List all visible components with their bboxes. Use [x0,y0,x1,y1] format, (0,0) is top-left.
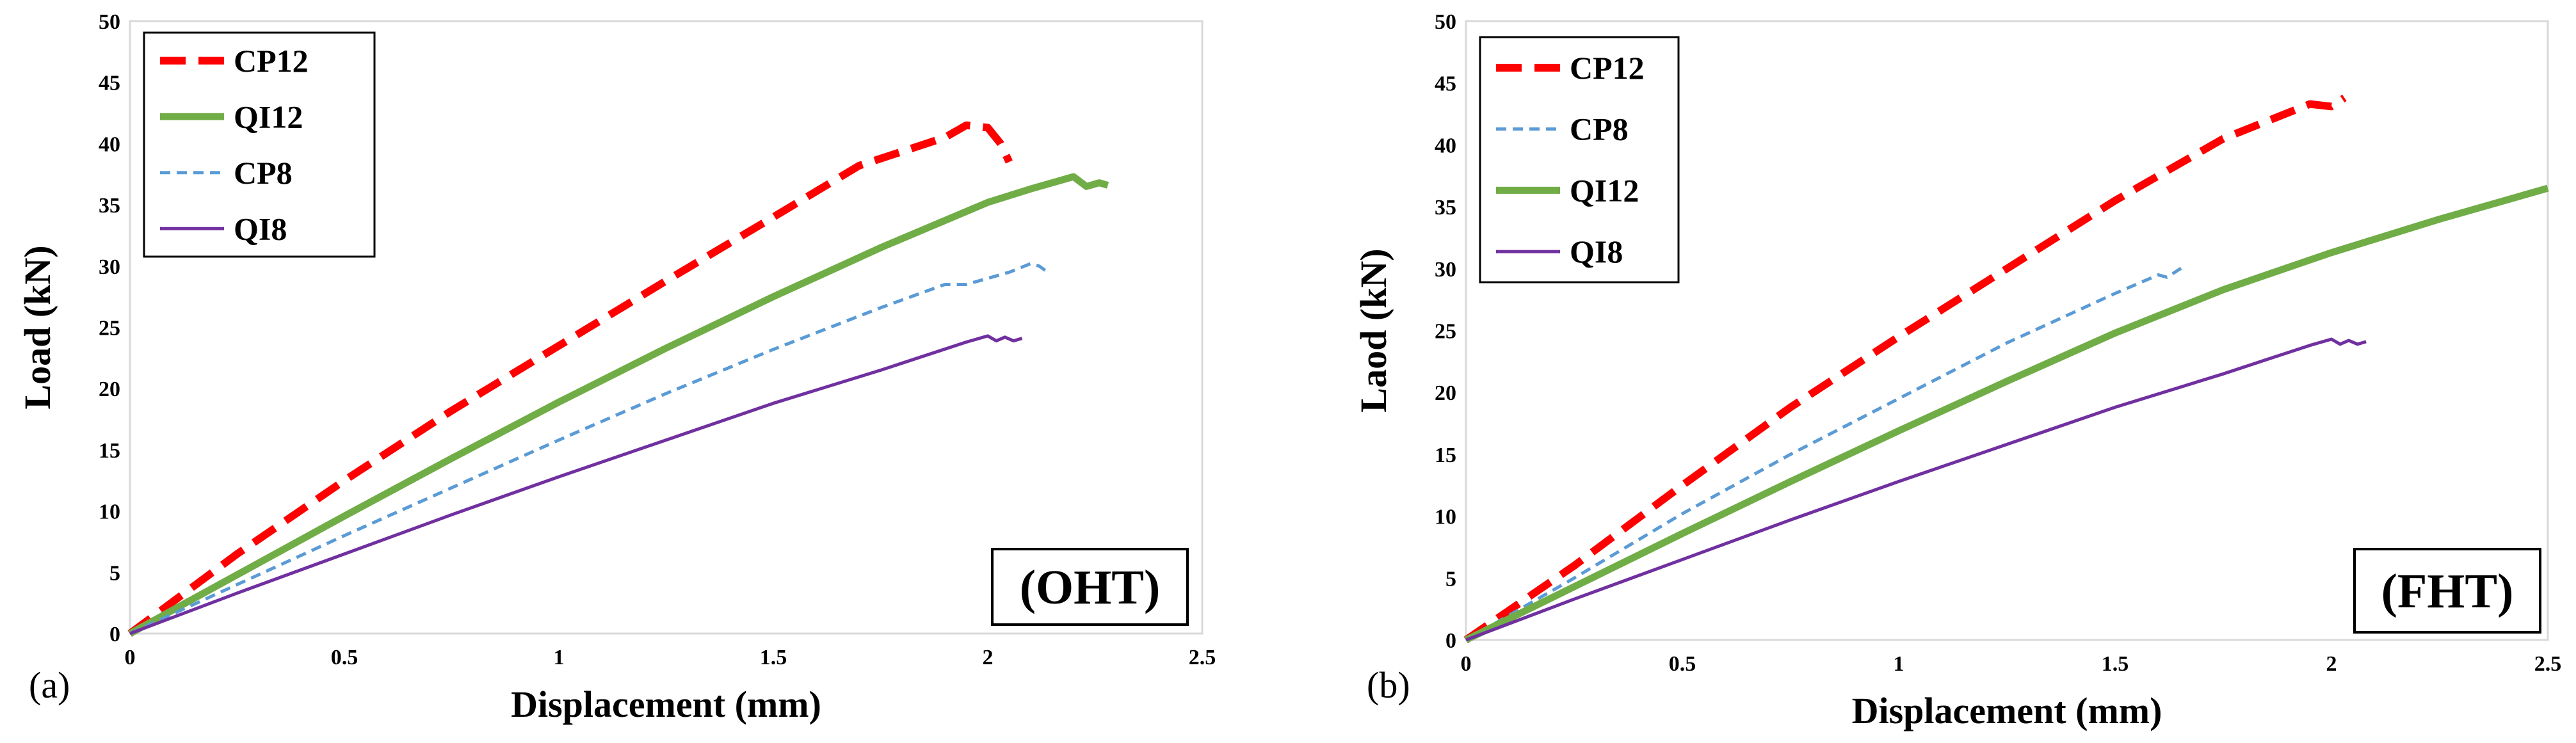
series-line-cp8 [1465,264,2186,642]
panel-label: (a) [29,664,70,706]
legend-label-cp12: CP12 [234,43,309,79]
y-tick-label: 50 [1435,10,1456,34]
y-tick-label: 50 [99,10,120,34]
test-type-box [991,548,1189,626]
legend-box [1479,36,1680,284]
x-tick-label: 2 [983,646,994,669]
x-tick-label: 2.5 [2534,652,2562,676]
y-tick-label: 20 [99,378,120,401]
y-tick-label: 20 [1435,381,1456,405]
y-tick-label: 30 [99,255,120,279]
y-tick-label: 45 [1435,72,1456,96]
y-tick-label: 0 [109,623,120,646]
series-line-qi8 [129,334,1023,635]
legend-label-qi12: QI12 [1570,172,1639,208]
series-line-cp8 [129,262,1049,635]
y-tick-label: 10 [99,500,120,524]
y-tick-label: 40 [1435,134,1456,157]
y-tick-label: 40 [99,132,120,156]
y-tick-label: 35 [1435,196,1456,220]
series-line-qi12 [1464,184,2549,643]
legend-label-cp8: CP8 [1570,111,1629,147]
series-line-cp12 [127,121,1013,637]
test-type-box [2353,548,2541,634]
x-tick-label: 1 [554,646,565,669]
x-tick-label: 2.5 [1189,646,1216,669]
series-line-cp12 [1463,94,2347,643]
x-tick-label: 1.5 [760,646,787,669]
series-line-qi8 [1465,337,2367,642]
legend-box [143,31,376,258]
y-tick-label: 15 [99,439,120,463]
x-tick-label: 0.5 [1669,652,1696,676]
y-axis-title: Laod (kN) [1353,248,1394,412]
y-tick-label: 10 [1435,506,1456,529]
x-tick-label: 0 [125,646,136,669]
x-axis-title: Displacement (mm) [511,683,821,725]
y-tick-label: 5 [1445,567,1456,591]
chart-fht: 0 5 10 15 20 25 30 35 40 45 50 0 0.5 1 1.5 2 2.5 Displace… [1353,10,2561,731]
y-axis-title: Load (kN) [17,245,58,409]
y-tick-label: 25 [99,317,120,340]
panel-label: (b) [1367,664,1410,706]
legend: CP12 QI12 CP8 QI8 [143,31,376,258]
x-tick-label: 1 [1894,652,1904,676]
x-tick-label: 0.5 [331,646,358,669]
y-tick-label: 45 [99,72,120,95]
y-tick-label: 15 [1435,443,1456,467]
x-axis-title: Displacement (mm) [1852,690,2162,731]
y-tick-label: 5 [109,561,120,585]
y-tick-label: 0 [1445,629,1456,653]
chart-oht: 0 5 10 15 20 25 30 35 40 45 50 0 0.5 1 1.5 2 2.5 Displace… [17,10,1216,725]
legend-label-qi8: QI8 [234,211,287,246]
series-line-qi12 [128,173,1109,637]
legend-label-qi8: QI8 [1570,234,1623,269]
x-tick-label: 2 [2326,652,2337,676]
y-tick-label: 35 [99,194,120,218]
legend: CP12 CP8 QI12 QI8 [1479,36,1680,284]
x-tick-label: 0 [1461,652,1472,676]
legend-label-cp8: CP8 [234,155,293,191]
legend-label-qi12: QI12 [234,99,303,134]
test-type-label: (OHT) [1020,561,1161,614]
y-tick-label: 25 [1435,320,1456,344]
legend-label-cp12: CP12 [1570,50,1645,86]
test-type-label: (FHT) [2381,564,2514,618]
x-tick-label: 1.5 [2102,652,2129,676]
y-tick-label: 30 [1435,258,1456,282]
